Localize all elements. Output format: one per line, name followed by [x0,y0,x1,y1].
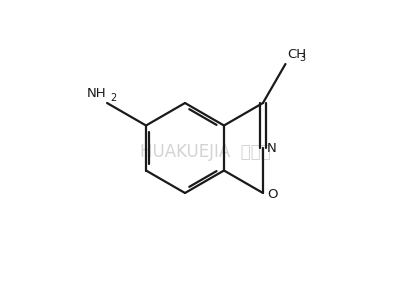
Text: CH: CH [287,48,307,61]
Text: 3: 3 [300,53,305,63]
Text: 2: 2 [110,93,116,103]
Text: NH: NH [86,87,106,100]
Text: HUAKUEJIA  化学加: HUAKUEJIA 化学加 [140,143,270,161]
Text: O: O [267,188,277,200]
Text: N: N [267,142,277,154]
